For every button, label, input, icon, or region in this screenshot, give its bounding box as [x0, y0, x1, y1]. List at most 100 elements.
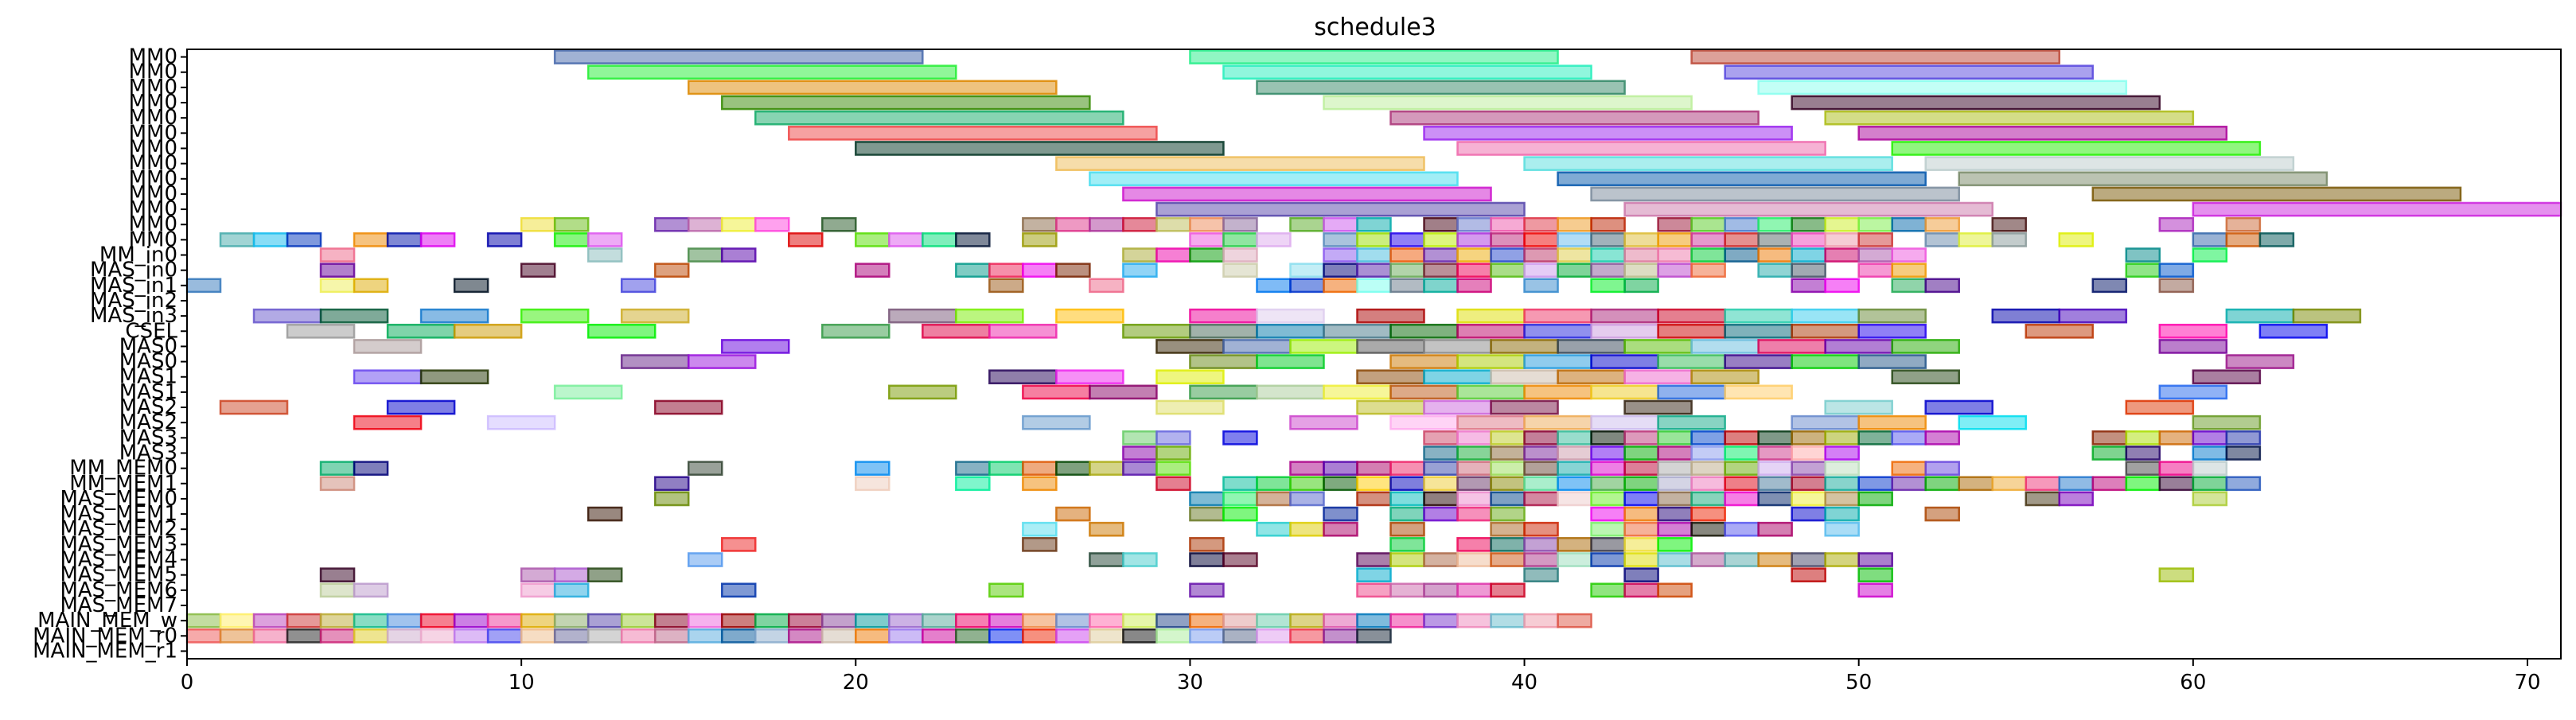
task-bar [955, 628, 991, 644]
task-bar [1657, 582, 1693, 598]
task-bar [1857, 308, 1927, 324]
task-bar [1757, 430, 1793, 446]
task-bar [1289, 263, 1325, 278]
task-bar [988, 461, 1024, 476]
task-bar [520, 308, 590, 324]
task-bar [888, 613, 924, 629]
y-tick-label: MAS1 [119, 380, 177, 404]
plot-frame [186, 49, 2562, 660]
task-bar [1289, 491, 1325, 507]
task-bar [1824, 278, 1860, 294]
task-bar [1456, 537, 1492, 552]
task-bar [1389, 323, 1459, 339]
task-bar [1155, 339, 1225, 354]
task-bar [1456, 247, 1492, 263]
task-bar [955, 461, 991, 476]
task-bar [855, 613, 890, 629]
task-bar [1189, 247, 1225, 263]
task-bar [1824, 476, 1860, 492]
task-bar [353, 414, 423, 430]
task-bar [1857, 491, 1893, 507]
task-bar [1356, 613, 1392, 629]
task-bar [286, 232, 322, 247]
task-bar [553, 384, 623, 400]
task-bar [1155, 247, 1191, 263]
task-bar [1690, 216, 1726, 232]
task-bar [1022, 232, 1058, 247]
task-bar [1222, 613, 1258, 629]
task-bar [653, 628, 690, 644]
task-bar [1690, 446, 1726, 461]
task-bar [1222, 247, 1258, 263]
chart-title: schedule3 [1314, 14, 1436, 41]
task-bar [2091, 430, 2128, 446]
y-tick-label: MM0 [129, 91, 177, 115]
y-tick-label: MAS_MEM2 [60, 517, 177, 541]
task-bar [1857, 430, 1893, 446]
task-bar [219, 628, 255, 644]
task-bar [319, 278, 356, 294]
task-bar [1724, 354, 1793, 369]
y-tick-label: MAS_in0 [90, 259, 177, 282]
task-bar [1724, 461, 1760, 476]
task-bar [788, 613, 824, 629]
task-bar [855, 461, 890, 476]
task-bar [1155, 628, 1191, 644]
task-bar [1623, 521, 1659, 537]
task-bar [1824, 247, 1860, 263]
task-bar [1490, 263, 1526, 278]
task-bar [2192, 247, 2228, 263]
task-bar [1523, 232, 1559, 247]
task-bar [1490, 613, 1526, 629]
task-bar [1356, 339, 1425, 354]
task-bar [1523, 216, 1559, 232]
task-bar [1122, 461, 1158, 476]
task-bar [1657, 430, 1693, 446]
task-bar [1456, 278, 1492, 294]
task-bar [720, 537, 757, 552]
task-bar [1356, 552, 1392, 567]
task-bar [1791, 216, 1826, 232]
task-bar [1690, 263, 1726, 278]
task-bar [2225, 232, 2262, 247]
y-tick-label: MM0 [129, 60, 177, 84]
task-bar [1791, 567, 1826, 582]
x-tick-label: 40 [1511, 671, 1537, 695]
task-bar [1690, 491, 1726, 507]
y-tick-label: MM0 [129, 152, 177, 176]
task-bar [2025, 491, 2061, 507]
task-bar [1389, 476, 1425, 492]
task-bar [1623, 430, 1659, 446]
task-bar [653, 613, 690, 629]
task-bar [687, 628, 723, 644]
task-bar [1590, 552, 1626, 567]
task-bar [1623, 278, 1659, 294]
task-bar [2192, 491, 2228, 507]
task-bar [1590, 537, 1626, 552]
task-bar [1924, 278, 1960, 294]
task-bar [1089, 278, 1124, 294]
task-bar [653, 399, 723, 415]
y-tick-label: MAS3 [119, 426, 177, 450]
task-bar [587, 628, 623, 644]
task-bar [1623, 399, 1693, 415]
task-bar [1857, 414, 1927, 430]
task-bar [1623, 582, 1659, 598]
task-bar [1623, 552, 1659, 567]
task-bar [219, 399, 289, 415]
task-bar [1590, 582, 1626, 598]
y-tick-label: MM0 [129, 45, 177, 69]
task-bar [1222, 263, 1258, 278]
task-bar [553, 232, 590, 247]
task-bar [1590, 216, 1626, 232]
task-bar [419, 308, 489, 324]
task-bar [1456, 354, 1526, 369]
task-bar [1657, 446, 1693, 461]
task-bar [2225, 308, 2295, 324]
task-bar [1356, 278, 1392, 294]
task-bar [1022, 384, 1091, 400]
task-bar [1189, 308, 1258, 324]
task-bar [1958, 414, 2028, 430]
task-bar [1189, 49, 1559, 64]
